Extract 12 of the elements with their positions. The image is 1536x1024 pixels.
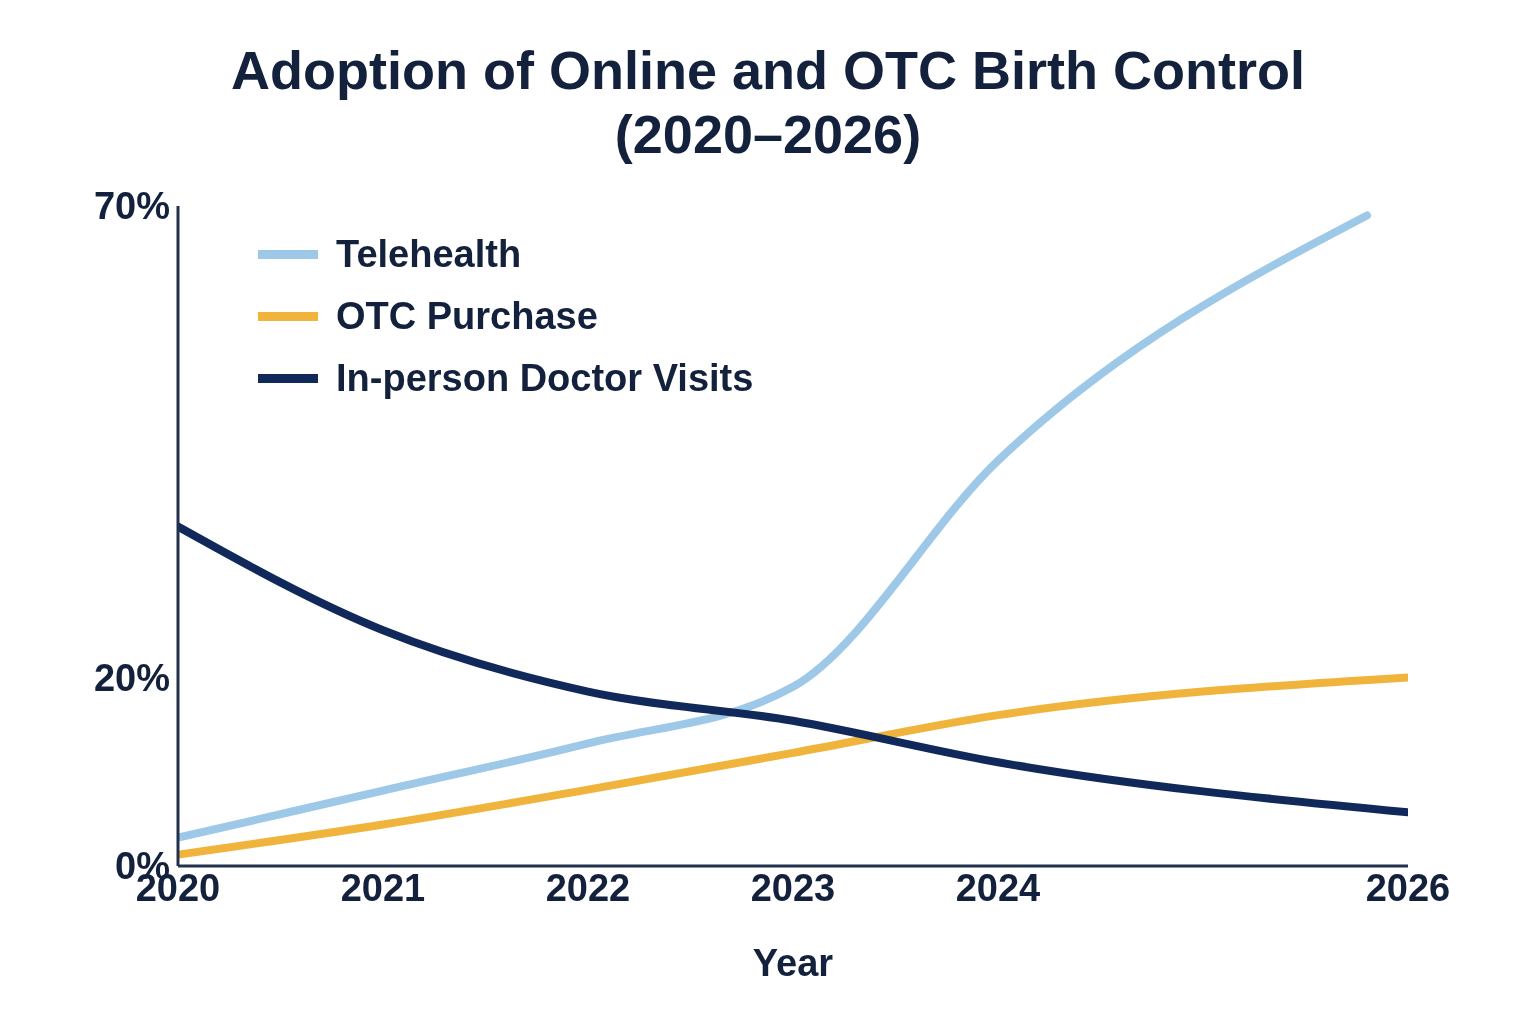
y-tick-label: 70% (93, 185, 170, 228)
x-tick-label: 2024 (955, 866, 1041, 909)
x-tick-label: 2026 (1365, 866, 1451, 909)
x-axis-title: Year (752, 942, 834, 984)
legend-label: In-person Doctor Visits (336, 356, 754, 401)
y-tick-label: 20% (93, 656, 170, 699)
chart-title: Adoption of Online and OTC Birth Control (2020–2026) (230, 39, 1306, 166)
x-tick-label: 2022 (545, 866, 631, 909)
legend-label: Telehealth (336, 232, 522, 277)
x-tick-label: 2023 (750, 866, 836, 909)
legend-label: OTC Purchase (336, 294, 598, 339)
x-tick-label: 2021 (340, 866, 426, 909)
